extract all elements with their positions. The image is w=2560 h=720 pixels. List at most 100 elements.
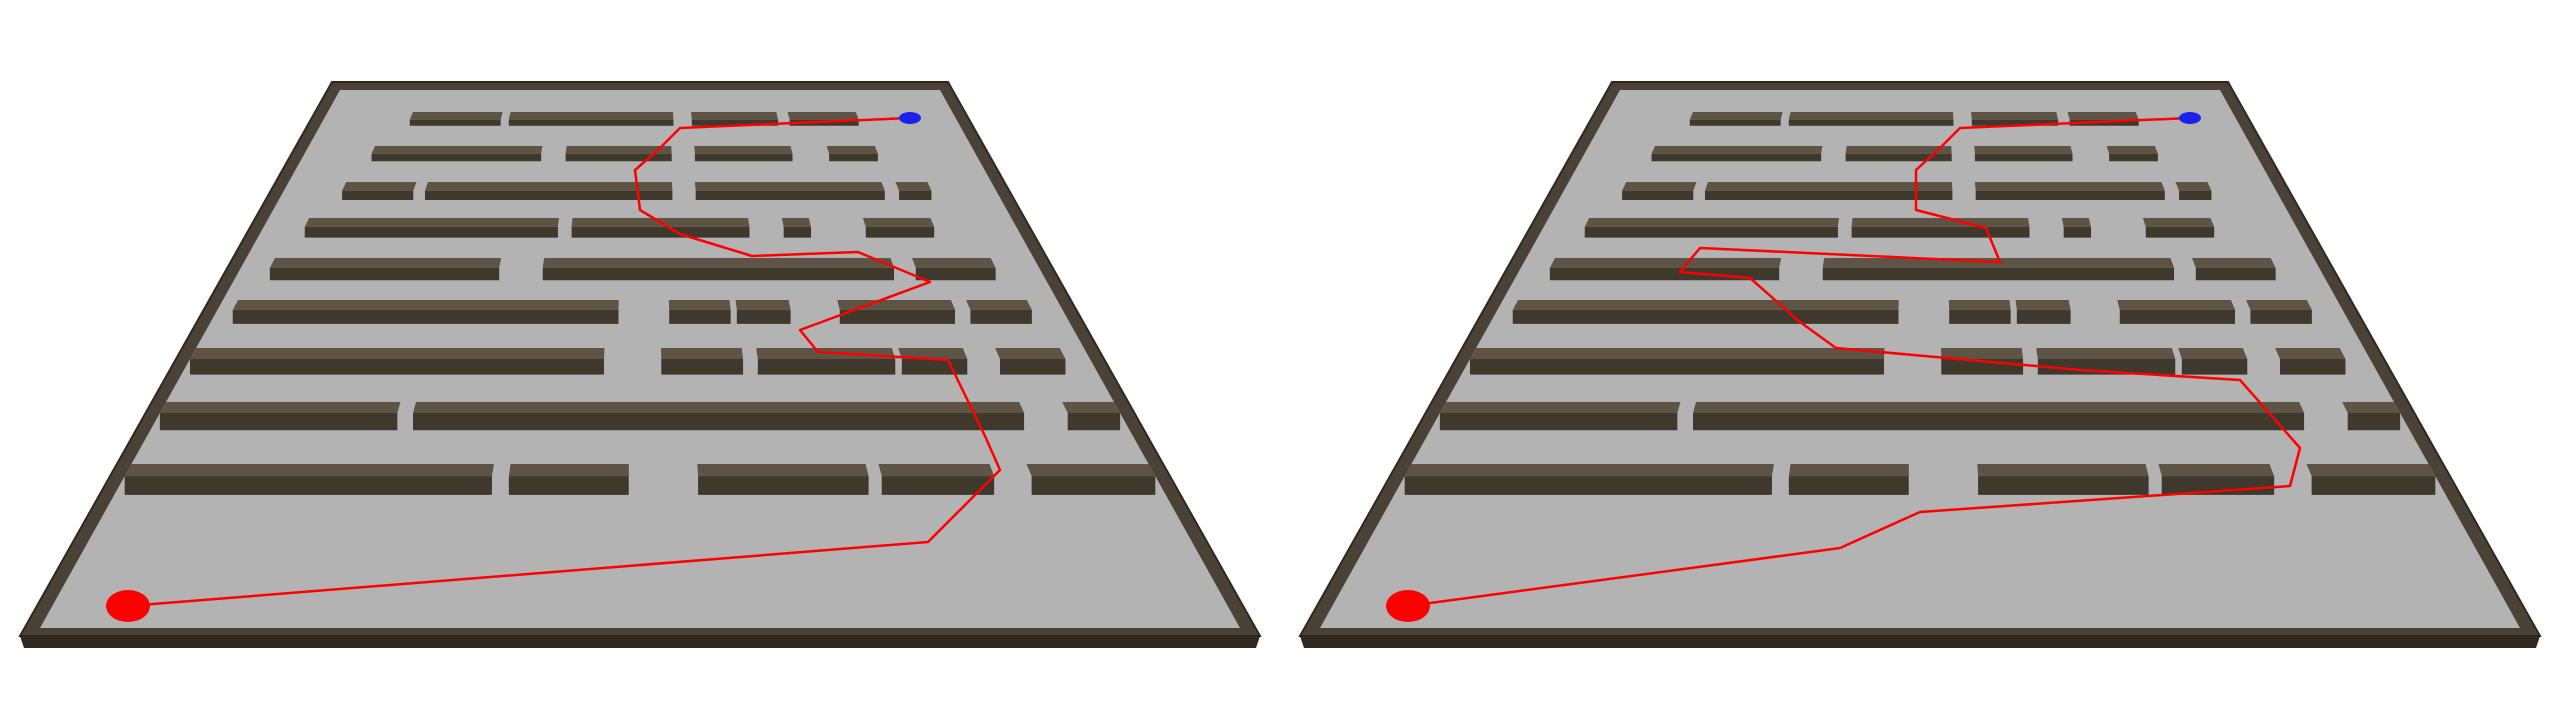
maze-wall-top [232, 300, 619, 310]
maze-wall-top [2106, 146, 2158, 154]
maze-wall-side [1584, 226, 1838, 238]
maze-wall-top [1470, 348, 1885, 359]
maze-wall-side [1788, 119, 1954, 126]
maze-wall-side [695, 190, 885, 200]
maze-wall-top [1584, 218, 1839, 227]
maze-wall-top [898, 348, 968, 359]
maze-board-right [1298, 81, 2542, 648]
maze-wall-top [1851, 218, 2030, 227]
maze-wall-top [1845, 146, 1952, 154]
maze-wall-side [508, 476, 629, 495]
maze-wall-top [911, 258, 996, 268]
maze-wall-side [881, 476, 995, 495]
maze-wall-top [508, 464, 629, 477]
maze-wall-top [1549, 258, 1782, 268]
maze-wall-top [694, 146, 793, 154]
maze-wall-top [1404, 464, 1774, 477]
maze-wall-top [2246, 300, 2312, 310]
maze-wall-top [966, 300, 1032, 310]
maze-wall-side [2181, 359, 2248, 375]
maze-wall-top [1788, 112, 1954, 120]
maze-wall-side [2311, 476, 2436, 495]
maze-wall-top [1948, 300, 2011, 310]
maze-wall-top [781, 218, 812, 227]
maze-wall-side [1622, 190, 1694, 200]
maze-wall-side [783, 226, 812, 238]
maze-wall-side [694, 153, 793, 162]
maze-wall-side [2037, 359, 2176, 375]
maze-wall-top [862, 218, 935, 227]
maze-wall-side [565, 153, 672, 162]
maze-wall-side [124, 476, 492, 495]
maze-wall-side [371, 153, 542, 162]
maze-wall-side [1693, 413, 2305, 431]
maze-wall-side [1404, 476, 1772, 495]
maze-wall-top [1622, 182, 1697, 191]
maze-wall-side [865, 226, 935, 238]
maze-wall-side [1845, 153, 1952, 162]
maze-wall-side [2179, 190, 2212, 200]
maze-wall-top [371, 146, 543, 154]
maze-wall-top [2117, 300, 2236, 310]
maze-wall-top [694, 182, 885, 191]
maze-wall-top [304, 218, 559, 227]
maze-wall-top [424, 182, 673, 191]
maze-wall-top [159, 402, 401, 413]
maze-wall-top [895, 182, 932, 191]
maze-wall-top [413, 402, 1025, 413]
maze-wall-top [190, 348, 605, 359]
maze-wall-top [787, 112, 859, 120]
maze-wall-top [995, 348, 1066, 359]
maze-wall-side [915, 267, 996, 281]
maze-wall-side [970, 309, 1032, 324]
maze-wall-top [691, 112, 779, 120]
maze-outer-wall-front [20, 636, 1260, 648]
maze-wall-side [409, 119, 501, 126]
maze-wall-top [1439, 402, 1681, 413]
maze-view-left [18, 81, 1262, 648]
maze-wall-side [669, 309, 731, 324]
maze-wall-side [2347, 413, 2401, 431]
maze-wall-top [2036, 348, 2176, 359]
maze-wall-top [2275, 348, 2346, 359]
maze-wall-side [661, 359, 744, 375]
start-marker-icon [106, 590, 150, 622]
maze-wall-top [2178, 348, 2248, 359]
maze-wall-side [342, 190, 414, 200]
maze-wall-top [409, 112, 503, 120]
maze-outer-wall-front [1300, 636, 2540, 648]
maze-wall-side [2063, 226, 2092, 238]
goal-marker-icon [899, 112, 921, 124]
maze-wall-top [1704, 182, 1953, 191]
maze-wall-side [1031, 476, 1156, 495]
maze-wall-top [124, 464, 494, 477]
maze-wall-top [735, 300, 791, 310]
maze-wall-top [542, 258, 895, 268]
maze-wall-side [304, 226, 558, 238]
goal-marker-icon [2179, 112, 2201, 124]
maze-wall-top [1977, 464, 2149, 477]
maze-wall-side [190, 359, 604, 375]
maze-wall-side [542, 267, 895, 281]
maze-wall-side [1549, 267, 1780, 281]
maze-wall-top [2142, 218, 2215, 227]
maze-wall-side [899, 190, 932, 200]
maze-wall-top [1693, 402, 2305, 413]
maze-wall-side [424, 190, 673, 200]
maze-wall-top [1974, 146, 2073, 154]
maze-wall-side [901, 359, 968, 375]
solution-path-line [127, 116, 1002, 608]
maze-wall-side [1704, 190, 1953, 200]
maze-wall-side [1067, 413, 1121, 431]
maze-wall-side [1851, 226, 2030, 238]
maze-wall-side [698, 476, 869, 495]
maze-wall-side [1974, 153, 2073, 162]
maze-wall-side [2145, 226, 2215, 238]
maze-wall-side [508, 119, 674, 126]
maze-wall-top [2067, 112, 2139, 120]
maze-wall-side [571, 226, 750, 238]
maze-wall-side [2016, 309, 2071, 324]
maze-wall-top [1512, 300, 1899, 310]
maze-wall-side [2195, 267, 2276, 281]
maze-wall-side [736, 309, 791, 324]
